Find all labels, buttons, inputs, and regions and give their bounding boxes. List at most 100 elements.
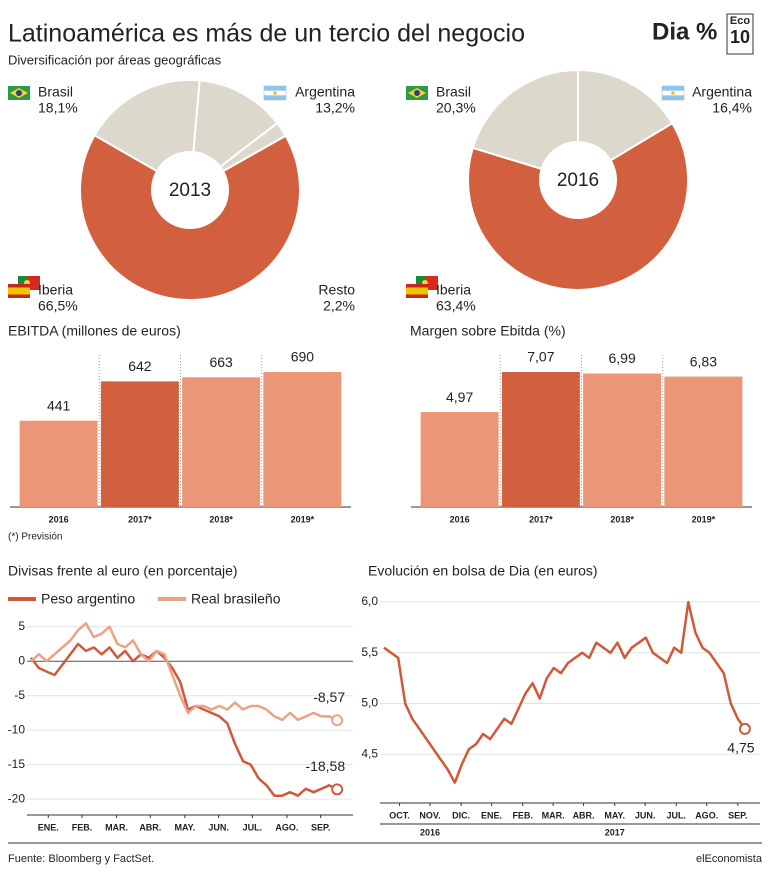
bar (420, 412, 499, 507)
y-tick-label: 5,0 (361, 696, 378, 710)
donut-slice (79, 133, 301, 301)
subtitle: Diversificación por áreas geográficas (8, 52, 222, 67)
value-label: 642 (128, 358, 152, 374)
x-tick-label: 2016 (450, 514, 470, 524)
value-label: 4,75 (727, 740, 754, 756)
chart-title: Margen sobre Ebitda (%) (410, 323, 566, 339)
value-label: 16,4% (712, 100, 752, 116)
x-tick-label: ENE. (38, 822, 59, 832)
legend-label: Argentina (692, 84, 752, 100)
flag (18, 276, 27, 290)
x-tick-label: JUL. (243, 822, 263, 832)
value-label: 13,2% (315, 100, 355, 116)
donut-slice (471, 68, 579, 171)
x-tick-label: NOV. (419, 810, 440, 820)
bar (100, 381, 179, 507)
y-tick-label: -20 (8, 791, 26, 805)
x-tick-label: 2018* (610, 514, 634, 524)
y-tick-label: -15 (8, 757, 26, 771)
value-label: 663 (209, 354, 233, 370)
y-tick-label: -5 (14, 688, 25, 702)
source: Fuente: Bloomberg y FactSet. (8, 853, 154, 865)
year-label: 2016 (420, 827, 440, 837)
end-marker (331, 783, 344, 796)
title: Latinoamérica es más de un tercio del ne… (8, 20, 525, 48)
donut-center-label: 2013 (169, 180, 211, 201)
flag (414, 90, 420, 96)
y-tick-label: 4,5 (361, 746, 378, 760)
donut-slice (577, 68, 674, 162)
line-series (30, 622, 338, 722)
flag (273, 91, 277, 95)
eco-number: 10 (730, 27, 750, 47)
x-tick-label: 2018* (209, 514, 233, 524)
value-label: -18,58 (305, 758, 345, 774)
line-series (383, 600, 746, 784)
flag (662, 95, 684, 100)
x-tick-label: MAY. (175, 822, 196, 832)
value-label: 63,4% (436, 298, 476, 314)
x-tick-label: DIC. (452, 810, 470, 820)
y-tick-label: 0 (18, 653, 25, 667)
end-marker (738, 722, 751, 735)
x-tick-label: MAY. (604, 810, 625, 820)
x-tick-label: 2019* (291, 514, 315, 524)
logo: Dia % (652, 18, 717, 45)
eco-label: Eco (730, 15, 750, 27)
flag (264, 95, 286, 100)
legend-label: Real brasileño (191, 591, 281, 607)
legend-label: Iberia (436, 282, 471, 298)
x-tick-label: SEP. (728, 810, 747, 820)
value-label: 7,07 (527, 349, 554, 365)
flag (16, 90, 22, 96)
value-label: 2,2% (323, 298, 355, 314)
legend-label: Resto (318, 282, 355, 298)
value-label: 20,3% (436, 100, 476, 116)
chart-title: EBITDA (millones de euros) (8, 323, 181, 339)
x-tick-label: FEB. (72, 822, 93, 832)
x-tick-label: 2017* (128, 514, 152, 524)
legend-label: Argentina (295, 84, 355, 100)
x-tick-label: ENE. (481, 810, 502, 820)
flag (671, 91, 675, 95)
x-tick-label: AGO. (275, 822, 298, 832)
x-tick-label: ABR. (139, 822, 161, 832)
brand: elEconomista (696, 853, 763, 865)
note: (*) Previsión (8, 532, 62, 543)
bar (583, 373, 662, 507)
eco-box (726, 13, 754, 55)
x-tick-label: JUN. (208, 822, 229, 832)
y-tick-label: 5 (18, 619, 25, 633)
x-tick-label: 2016 (49, 514, 69, 524)
x-tick-label: JUL. (667, 810, 687, 820)
y-tick-label: -10 (8, 722, 26, 736)
legend-label: Peso argentino (41, 591, 135, 607)
y-tick-label: 5,5 (361, 645, 378, 659)
line-series (30, 642, 338, 797)
value-label: 6,99 (609, 350, 636, 366)
x-tick-label: FEB. (512, 810, 533, 820)
x-tick-label: MAR. (542, 810, 565, 820)
donut-center-label: 2016 (557, 170, 599, 191)
year-label: 2017 (605, 827, 625, 837)
x-tick-label: JUN. (635, 810, 656, 820)
flag (264, 86, 286, 91)
value-label: 690 (291, 349, 315, 365)
value-label: 66,5% (38, 298, 78, 314)
x-tick-label: ABR. (573, 810, 595, 820)
flag (406, 287, 428, 295)
legend-label: Iberia (38, 282, 73, 298)
x-tick-label: SEP. (311, 822, 330, 832)
value-label: -8,57 (313, 689, 345, 705)
bar (664, 376, 743, 507)
x-tick-label: 2017* (529, 514, 553, 524)
value-label: 441 (47, 397, 71, 413)
chart-title: Divisas frente al euro (en porcentaje) (8, 563, 238, 579)
x-tick-label: AGO. (695, 810, 718, 820)
flag (8, 287, 30, 295)
chart-title: Evolución en bolsa de Dia (en euros) (368, 563, 598, 579)
legend-label: Brasil (38, 84, 73, 100)
x-tick-label: MAR. (105, 822, 128, 832)
value-label: 4,97 (446, 389, 473, 405)
